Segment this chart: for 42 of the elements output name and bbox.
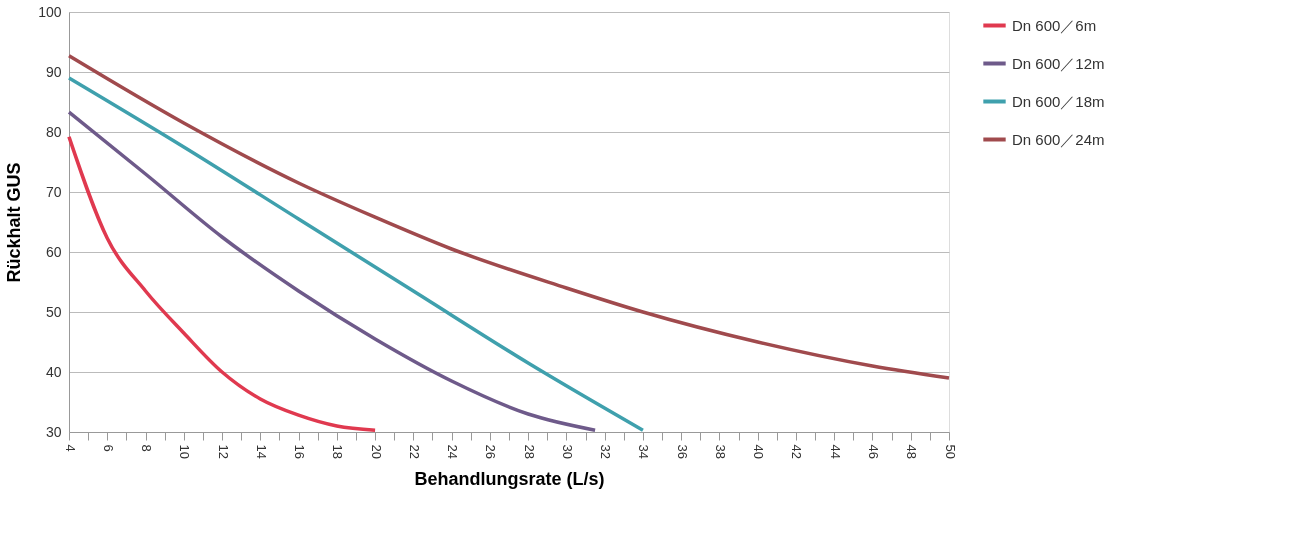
legend-label: Dn 600／6m (1012, 16, 1097, 34)
x-tick-label: 22 (406, 444, 422, 459)
x-tick-label: 50 (942, 444, 958, 459)
x-tick-label: 24 (445, 444, 461, 459)
x-tick-label: 16 (292, 444, 308, 459)
y-tick-label: 70 (45, 183, 62, 200)
x-tick-label: 26 (483, 444, 499, 459)
y-axis-title: Rückhalt GUS (4, 162, 25, 283)
x-tick-label: 44 (827, 444, 843, 459)
x-axis-title: Behandlungsrate (L/s) (414, 468, 605, 489)
x-tick-label: 14 (253, 444, 269, 459)
legend-label: Dn 600／18m (1012, 92, 1105, 110)
x-tick-label: 28 (521, 444, 537, 459)
line-series (67, 110, 597, 432)
x-tick-label: 32 (598, 444, 614, 459)
x-tick-label: 48 (904, 444, 920, 459)
line-series (67, 76, 645, 432)
x-tick-label: 8 (139, 444, 155, 452)
x-tick-label: 6 (100, 444, 116, 452)
y-tick-label: 100 (38, 3, 62, 20)
y-tick-label: 90 (45, 63, 62, 80)
line-series (67, 54, 951, 380)
x-tick-label: 18 (330, 444, 346, 459)
y-tick-label: 30 (45, 423, 62, 440)
x-tick-label: 10 (177, 444, 193, 459)
x-tick-label: 38 (712, 444, 728, 459)
legend-label: Dn 600／12m (1012, 54, 1105, 72)
y-tick-label: 50 (45, 303, 62, 320)
x-tick-label: 40 (751, 444, 767, 459)
x-tick-label: 36 (674, 444, 690, 459)
x-tick-label: 42 (789, 444, 805, 459)
x-tick-label: 46 (865, 444, 881, 459)
x-tick-label: 30 (559, 444, 575, 459)
y-tick-label: 80 (45, 123, 62, 140)
y-tick-label: 40 (45, 363, 62, 380)
legend-label: Dn 600／24m (1012, 130, 1105, 148)
x-tick-label: 20 (368, 444, 384, 459)
x-tick-label: 4 (62, 444, 78, 452)
x-tick-label: 12 (215, 444, 231, 459)
x-tick-label: 34 (636, 444, 652, 459)
line-series (67, 135, 377, 432)
y-tick-label: 60 (45, 243, 62, 260)
